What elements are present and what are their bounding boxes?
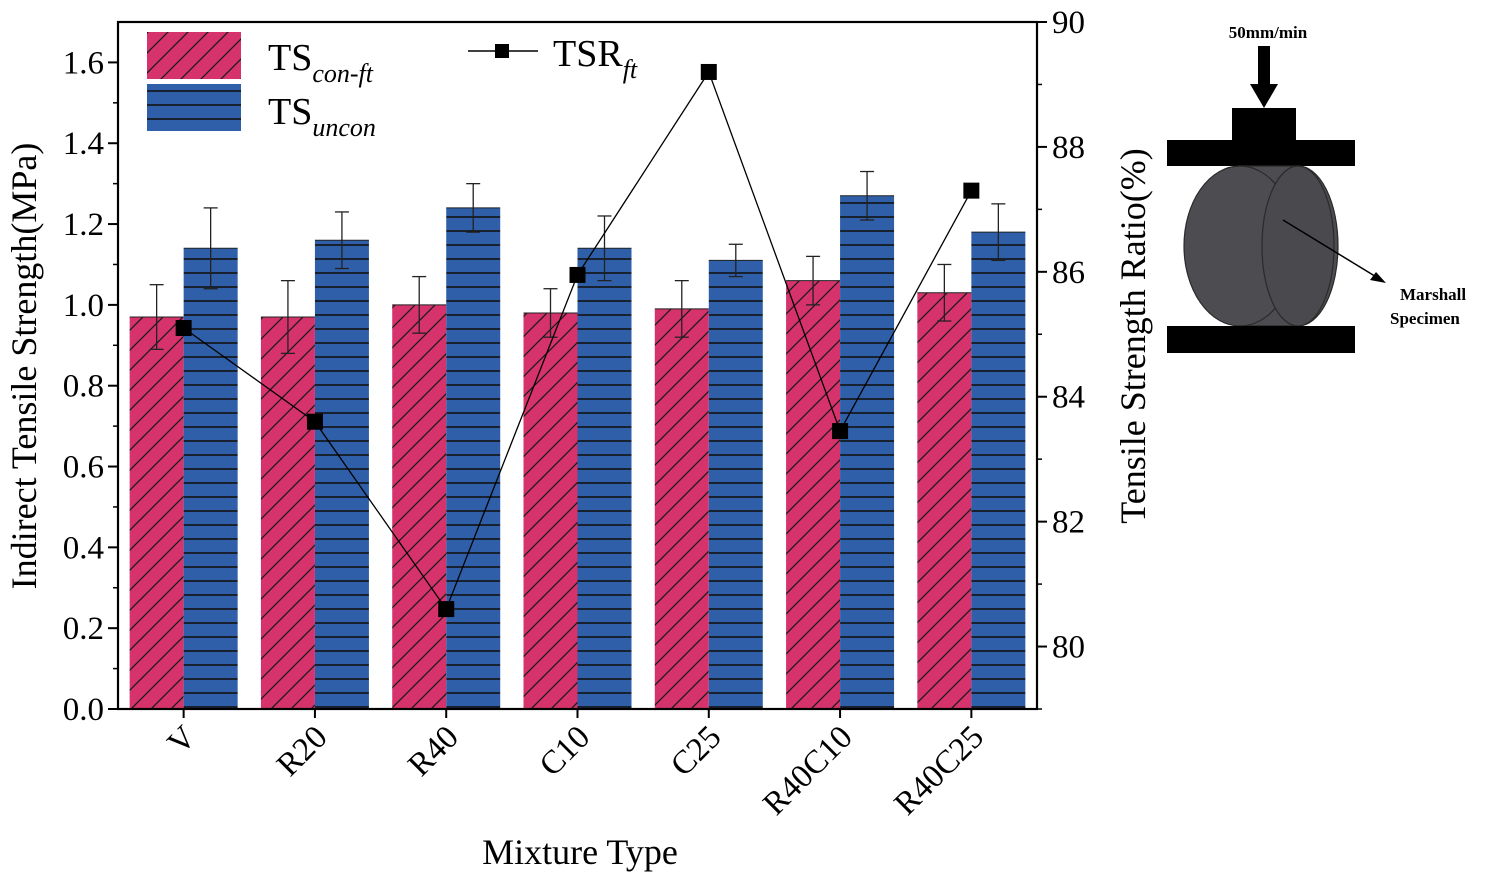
legend-swatch-ts-con-ft bbox=[147, 32, 241, 79]
tsr-marker-r20 bbox=[306, 413, 323, 430]
y2-tick-label: 90 bbox=[1052, 5, 1085, 41]
x-tick-label-c10: C10 bbox=[533, 719, 597, 783]
y-tick-label: 1.2 bbox=[63, 207, 104, 243]
bar-ts-con-ft-r40 bbox=[392, 304, 447, 709]
loading-speed-label: 50mm/min bbox=[1229, 23, 1308, 42]
error-bar-ts-con-ft-r20 bbox=[280, 279, 295, 355]
legend-swatch-ts-uncon bbox=[147, 84, 241, 131]
y-tick-label: 1.6 bbox=[63, 45, 104, 81]
tsr-marker-c10 bbox=[569, 266, 586, 283]
y2-tick-label: 82 bbox=[1052, 505, 1085, 541]
tsr-marker-c25 bbox=[700, 63, 717, 80]
bar-ts-uncon-c10 bbox=[577, 248, 632, 709]
bar-ts-con-ft-r40c10 bbox=[786, 280, 841, 709]
upper-loading-block bbox=[1232, 108, 1296, 142]
x-axis-ticks: V R20 R40 C10 C25 R40C10 R40C25 bbox=[161, 709, 991, 822]
bar-ts-uncon-v bbox=[183, 248, 238, 709]
x-tick-label-r40c25: R40C25 bbox=[888, 719, 991, 822]
y2-tick-label: 80 bbox=[1052, 630, 1085, 666]
x-axis-title: Mixture Type bbox=[482, 832, 678, 872]
y2-tick-label: 88 bbox=[1052, 130, 1085, 166]
legend-label-ts-uncon: TSuncon bbox=[268, 91, 376, 142]
specimen-label-line2: Specimen bbox=[1390, 309, 1460, 328]
legend-label-tsr: TSRft bbox=[553, 33, 638, 84]
error-bar-ts-con-ft-c25 bbox=[674, 279, 689, 338]
y2-tick-label: 86 bbox=[1052, 255, 1085, 291]
x-tick-label-c25: C25 bbox=[664, 719, 728, 783]
bar-ts-con-ft-c25 bbox=[654, 308, 709, 709]
bar-ts-uncon-r40c10 bbox=[840, 195, 895, 710]
lower-loading-plate bbox=[1167, 326, 1355, 353]
tsr-marker-r40 bbox=[438, 601, 455, 618]
upper-loading-plate bbox=[1167, 140, 1355, 166]
error-bar-ts-con-ft-r40c10 bbox=[806, 255, 821, 306]
legend-label-ts-uncon-main: TS bbox=[268, 91, 312, 133]
bars-layer bbox=[129, 195, 1026, 710]
y-tick-label: 0.6 bbox=[63, 450, 104, 486]
bar-ts-uncon-r20 bbox=[314, 240, 369, 710]
y2-tick-label: 84 bbox=[1052, 380, 1085, 416]
legend: TScon-ft TSuncon TSRft bbox=[147, 32, 638, 142]
right-axis-ticks: 80 82 84 86 88 90 bbox=[1037, 5, 1085, 710]
legend-label-tsr-main: TSR bbox=[553, 33, 623, 75]
bar-ts-uncon-r40 bbox=[446, 207, 501, 710]
error-bar-ts-uncon-r40 bbox=[466, 182, 481, 233]
error-bar-ts-uncon-r40c10 bbox=[860, 170, 875, 221]
x-tick-label-r20: R20 bbox=[270, 719, 334, 783]
specimen-pointer-line bbox=[1282, 219, 1379, 279]
y2-axis-title: Tensile Strength Ratio(%) bbox=[1113, 148, 1153, 523]
left-axis-ticks: 0.0 0.2 0.4 0.6 0.8 1.0 1.2 1.4 1.6 bbox=[63, 45, 118, 728]
y-tick-label: 0.4 bbox=[63, 530, 104, 566]
x-tick-label-r40: R40 bbox=[402, 719, 466, 783]
bar-ts-con-ft-v bbox=[129, 317, 184, 709]
y-tick-label: 1.0 bbox=[63, 288, 104, 324]
error-bar-ts-con-ft-r40 bbox=[412, 275, 427, 334]
error-bar-ts-uncon-r40c25 bbox=[991, 203, 1006, 262]
tsr-marker-r40c10 bbox=[832, 423, 849, 440]
legend-label-ts-con-ft-main: TS bbox=[268, 37, 312, 79]
y-tick-label: 0.0 bbox=[63, 692, 104, 728]
error-bar-ts-con-ft-v bbox=[149, 284, 164, 350]
y-tick-label: 1.4 bbox=[63, 126, 104, 162]
y-tick-label: 0.8 bbox=[63, 369, 104, 405]
y-axis-title: Indirect Tensile Strength(MPa) bbox=[4, 143, 44, 590]
bar-ts-uncon-c25 bbox=[708, 260, 763, 709]
bar-ts-uncon-r40c25 bbox=[971, 232, 1026, 709]
y-tick-label: 0.2 bbox=[63, 611, 104, 647]
bar-ts-con-ft-r20 bbox=[260, 317, 315, 709]
error-bar-ts-uncon-r20 bbox=[334, 211, 349, 270]
tsr-marker-r40c25 bbox=[963, 182, 980, 199]
x-tick-label-v: V bbox=[161, 719, 203, 761]
bar-ts-con-ft-r40c25 bbox=[917, 292, 972, 709]
error-bars-layer bbox=[149, 170, 1006, 355]
marshall-test-inset: 50mm/min Marshall Specimen bbox=[1167, 23, 1466, 353]
specimen-pointer-arrowhead-icon bbox=[1370, 272, 1386, 283]
error-bar-ts-uncon-c25 bbox=[728, 243, 743, 278]
tsr-marker-v bbox=[175, 320, 192, 337]
x-tick-label-r40c10: R40C10 bbox=[756, 719, 859, 822]
legend-label-ts-con-ft: TScon-ft bbox=[268, 37, 374, 88]
legend-marker-tsr bbox=[495, 44, 509, 58]
load-arrow-icon bbox=[1250, 46, 1278, 108]
error-bar-ts-uncon-v bbox=[203, 207, 218, 290]
error-bar-ts-uncon-c10 bbox=[597, 215, 612, 282]
legend-label-tsr-sub: ft bbox=[623, 55, 638, 84]
tsr-line-layer bbox=[175, 63, 980, 618]
error-bar-ts-con-ft-r40c25 bbox=[937, 263, 952, 322]
bar-ts-con-ft-c10 bbox=[523, 312, 578, 709]
marshall-specimen-cylinder bbox=[1183, 165, 1339, 327]
error-bar-ts-con-ft-c10 bbox=[543, 288, 558, 338]
legend-label-ts-uncon-sub: uncon bbox=[312, 113, 376, 142]
legend-label-ts-con-ft-sub: con-ft bbox=[312, 59, 373, 88]
specimen-label-line1: Marshall bbox=[1400, 285, 1466, 304]
